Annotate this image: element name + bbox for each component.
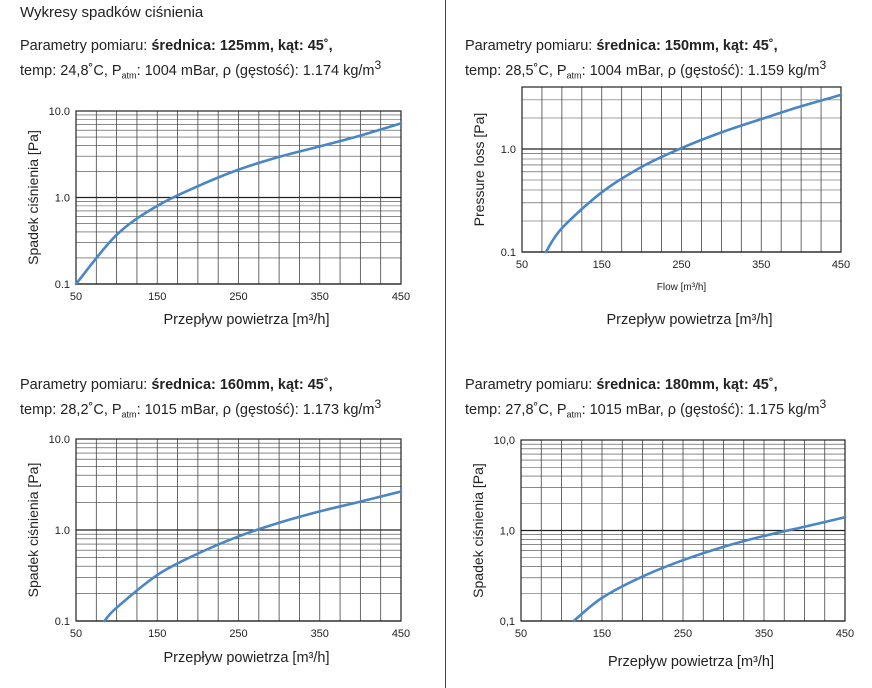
y-tick-label: 10.0 <box>49 106 70 118</box>
y-axis-label: Spadek ciśnienia [Pa] <box>25 130 41 265</box>
y-tick-label: 0,1 <box>500 616 515 628</box>
x-tick-label: 150 <box>148 628 166 640</box>
y-axis-label: Pressure loss [Pa] <box>471 113 487 227</box>
params-sub: atm <box>121 409 137 420</box>
params-temp: temp: 28,5˚C, P <box>465 62 567 79</box>
x-tick-label: 350 <box>311 291 329 303</box>
x-tick-label: 350 <box>755 628 773 640</box>
plot-frame <box>520 439 846 622</box>
x-tick-label: 450 <box>832 259 850 271</box>
y-tick-label: 0.1 <box>55 616 70 628</box>
params-rest: : 1004 mBar, ρ (gęstość): 1.174 kg/m <box>136 62 375 79</box>
page-title: Wykresy spadków ciśnienia <box>20 4 204 21</box>
params-rest: : 1015 mBar, ρ (gęstość): 1.175 kg/m <box>581 401 820 418</box>
x-tick-label: 450 <box>392 628 410 640</box>
params-prefix: Parametry pomiaru: <box>20 38 152 54</box>
plot-frame <box>75 438 402 622</box>
x-tick-label: 150 <box>593 259 611 271</box>
x-tick-label: 150 <box>593 628 611 640</box>
x-axis-label-small: Flow [m³/h] <box>657 282 707 293</box>
params-prefix: Parametry pomiaru: <box>465 38 597 54</box>
params-sub: atm <box>566 409 582 420</box>
params-sub: atm <box>121 70 137 81</box>
x-tick-label: 450 <box>392 291 410 303</box>
params-rest: : 1004 mBar, ρ (gęstość): 1.159 kg/m <box>581 62 820 79</box>
x-axis-label: Przepływ powietrza [m³/h] <box>164 312 330 328</box>
x-tick-label: 50 <box>70 291 82 303</box>
y-tick-label: 1.0 <box>55 193 70 205</box>
params-temp: temp: 27,8˚C, P <box>465 401 567 418</box>
x-axis-label: Przepływ powietrza [m³/h] <box>608 654 774 670</box>
column-divider <box>445 0 446 688</box>
pressure-curve <box>544 93 843 254</box>
x-tick-label: 450 <box>836 628 854 640</box>
params-rest: : 1015 mBar, ρ (gęstość): 1.173 kg/m <box>136 401 375 418</box>
params-bold: średnica: 150mm, kąt: 45˚, <box>596 38 778 54</box>
params-bold: średnica: 180mm, kąt: 45˚, <box>596 377 778 393</box>
params-bold: średnica: 125mm, kąt: 45˚, <box>151 38 333 54</box>
params-sup: 3 <box>374 397 382 411</box>
params-sup: 3 <box>819 58 827 72</box>
x-tick-label: 250 <box>229 628 247 640</box>
x-axis-label: Przepływ powietrza [m³/h] <box>607 312 773 328</box>
y-tick-label: 1.0 <box>501 144 516 156</box>
params-prefix: Parametry pomiaru: <box>20 377 152 393</box>
plot-frame <box>521 86 842 253</box>
plot-frame <box>75 110 402 285</box>
params-panel-1: Parametry pomiaru: średnica: 125mm, kąt:… <box>20 37 381 86</box>
params-panel-2: Parametry pomiaru: średnica: 150mm, kąt:… <box>465 37 826 86</box>
params-bold: średnica: 160mm, kąt: 45˚, <box>151 377 333 393</box>
y-tick-label: 1,0 <box>500 526 515 538</box>
x-tick-label: 250 <box>229 291 247 303</box>
y-tick-label: 0.1 <box>501 247 516 259</box>
params-panel-4: Parametry pomiaru: średnica: 180mm, kąt:… <box>465 376 826 425</box>
x-tick-label: 150 <box>148 291 166 303</box>
x-tick-label: 50 <box>70 628 82 640</box>
y-axis-label: Spadek ciśnienia [Pa] <box>470 463 486 598</box>
params-temp: temp: 24,8˚C, P <box>20 62 122 79</box>
x-tick-label: 50 <box>516 259 528 271</box>
pressure-curve <box>572 515 847 623</box>
y-tick-label: 0.1 <box>55 279 70 291</box>
params-temp: temp: 28,2˚C, P <box>20 401 122 418</box>
y-tick-label: 10,0 <box>494 435 515 447</box>
y-axis-label: Spadek ciśnienia [Pa] <box>25 463 41 598</box>
params-panel-3: Parametry pomiaru: średnica: 160mm, kąt:… <box>20 376 381 425</box>
params-sup: 3 <box>374 58 382 72</box>
params-sup: 3 <box>819 397 827 411</box>
y-tick-label: 1.0 <box>55 525 70 537</box>
x-tick-label: 350 <box>311 628 329 640</box>
pressure-curve <box>103 490 403 623</box>
x-tick-label: 50 <box>515 628 527 640</box>
x-axis-label: Przepływ powietrza [m³/h] <box>164 650 330 666</box>
params-prefix: Parametry pomiaru: <box>465 377 597 393</box>
x-tick-label: 250 <box>674 628 692 640</box>
x-tick-label: 250 <box>672 259 690 271</box>
y-tick-label: 10.0 <box>49 434 70 446</box>
x-tick-label: 350 <box>752 259 770 271</box>
params-sub: atm <box>566 70 582 81</box>
